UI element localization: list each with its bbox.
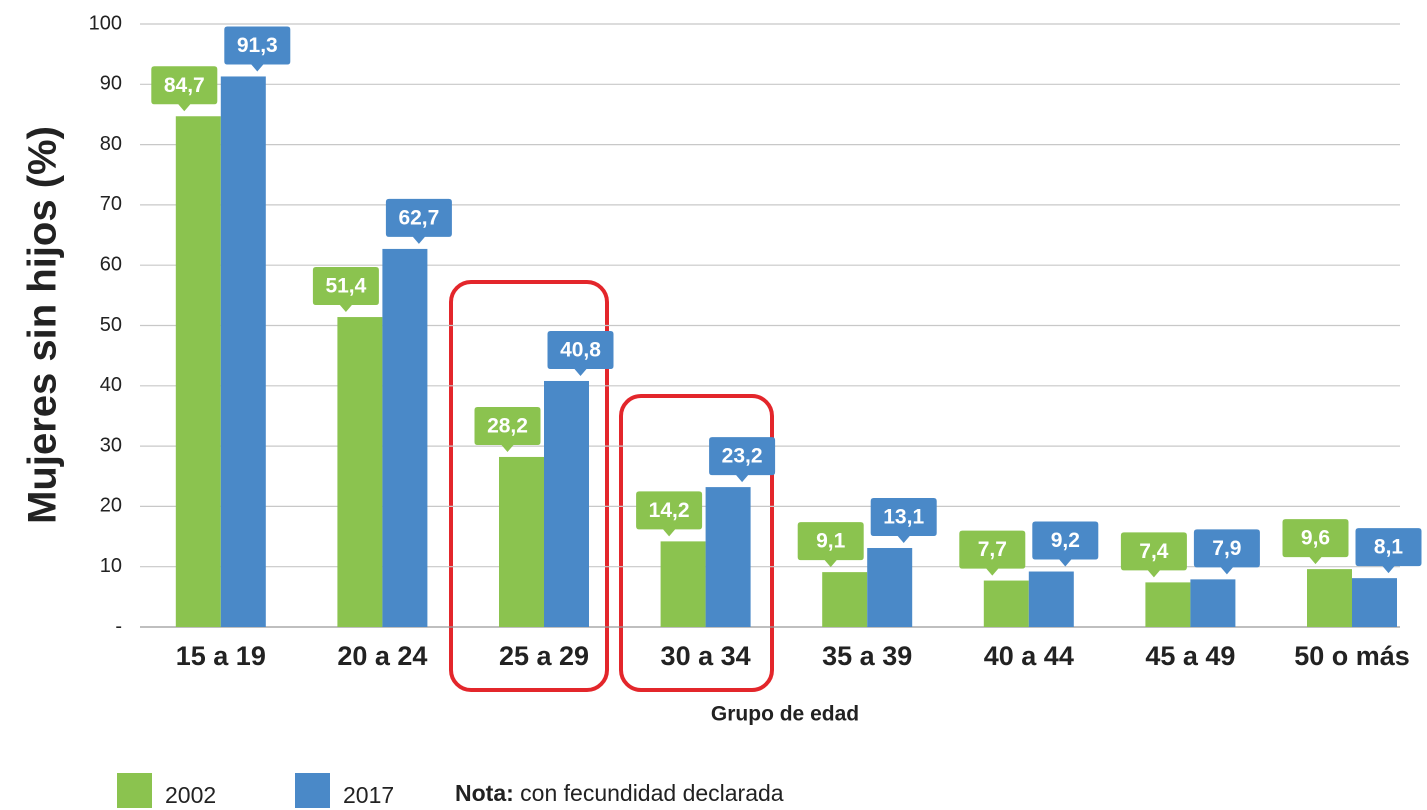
- label-box: [959, 530, 1026, 576]
- legend-swatch: [295, 773, 330, 808]
- x-tick-label: 50 o más: [1294, 641, 1410, 671]
- data-label: 28,2: [487, 415, 528, 438]
- bar: [337, 317, 383, 627]
- data-label: 51,4: [325, 275, 366, 298]
- data-label: 8,1: [1374, 536, 1404, 559]
- data-label: 62,7: [398, 206, 439, 229]
- y-tick-label: 50: [100, 314, 122, 336]
- bar: [499, 456, 544, 627]
- label-box: [474, 406, 541, 452]
- bar: [1145, 582, 1191, 627]
- bar: [382, 248, 428, 627]
- label-box: [547, 330, 614, 376]
- highlight-box: [449, 280, 609, 692]
- y-tick-label: 80: [100, 133, 122, 155]
- label-box: [1282, 519, 1349, 565]
- data-label: 7,9: [1212, 537, 1241, 560]
- x-tick-label: 15 a 19: [176, 641, 266, 671]
- bar: [660, 541, 706, 627]
- bar: [220, 76, 266, 627]
- label-box: [1193, 529, 1260, 575]
- note-label: Nota:: [455, 780, 514, 806]
- y-tick-label: 10: [100, 555, 122, 577]
- bar: [822, 572, 868, 627]
- note-text: con fecundidad declarada: [520, 780, 784, 806]
- label-box: [1355, 528, 1422, 574]
- y-tick-label: 60: [100, 253, 122, 275]
- label-box: [385, 198, 452, 244]
- y-axis-label: Mujeres sin hijos (%): [21, 126, 65, 524]
- bar: [1352, 578, 1397, 627]
- highlight-box: [619, 394, 774, 692]
- data-label: 9,6: [1301, 527, 1330, 550]
- data-label: 23,2: [722, 445, 763, 468]
- label-box: [636, 491, 703, 537]
- data-label: 7,4: [1139, 540, 1169, 563]
- data-label: 9,2: [1051, 529, 1080, 552]
- label-box: [1032, 521, 1099, 567]
- x-tick-label: 35 a 39: [822, 641, 912, 671]
- y-tick-label: 100: [89, 12, 122, 34]
- bar: [1307, 569, 1352, 627]
- y-tick-label: 90: [100, 73, 122, 95]
- y-tick-label: 40: [100, 374, 122, 396]
- legend-label: 2017: [343, 782, 394, 808]
- label-box: [312, 267, 379, 313]
- bar: [705, 487, 751, 627]
- bar: [1028, 571, 1074, 627]
- data-label: 14,2: [649, 499, 690, 522]
- x-axis-label: Grupo de edad: [711, 703, 859, 726]
- label-box: [151, 66, 218, 112]
- bar: [175, 116, 221, 627]
- label-box: [797, 522, 864, 568]
- data-label: 7,7: [978, 538, 1007, 561]
- bar: [867, 548, 913, 627]
- bar: [983, 580, 1029, 627]
- x-tick-label: 30 a 34: [661, 641, 751, 671]
- bar: [1190, 579, 1236, 627]
- bar: [544, 380, 589, 627]
- x-tick-label: 45 a 49: [1145, 641, 1235, 671]
- label-box: [1120, 532, 1187, 578]
- data-label: 40,8: [560, 339, 601, 362]
- data-label: 91,3: [237, 34, 278, 57]
- label-box: [224, 26, 291, 72]
- label-box: [870, 498, 937, 544]
- data-label: 13,1: [883, 506, 924, 529]
- label-box: [709, 437, 776, 483]
- legend-swatch: [117, 773, 152, 808]
- y-tick-label: 70: [100, 193, 122, 215]
- legend-label: 2002: [165, 782, 216, 808]
- x-tick-label: 20 a 24: [337, 641, 427, 671]
- x-tick-label: 25 a 29: [499, 641, 589, 671]
- y-tick-label: -: [115, 615, 122, 637]
- y-tick-label: 30: [100, 434, 122, 456]
- data-label: 84,7: [164, 74, 205, 97]
- y-tick-label: 20: [100, 495, 122, 517]
- note: Nota: con fecundidad declarada: [455, 780, 784, 806]
- x-tick-label: 40 a 44: [984, 641, 1074, 671]
- data-label: 9,1: [816, 530, 846, 553]
